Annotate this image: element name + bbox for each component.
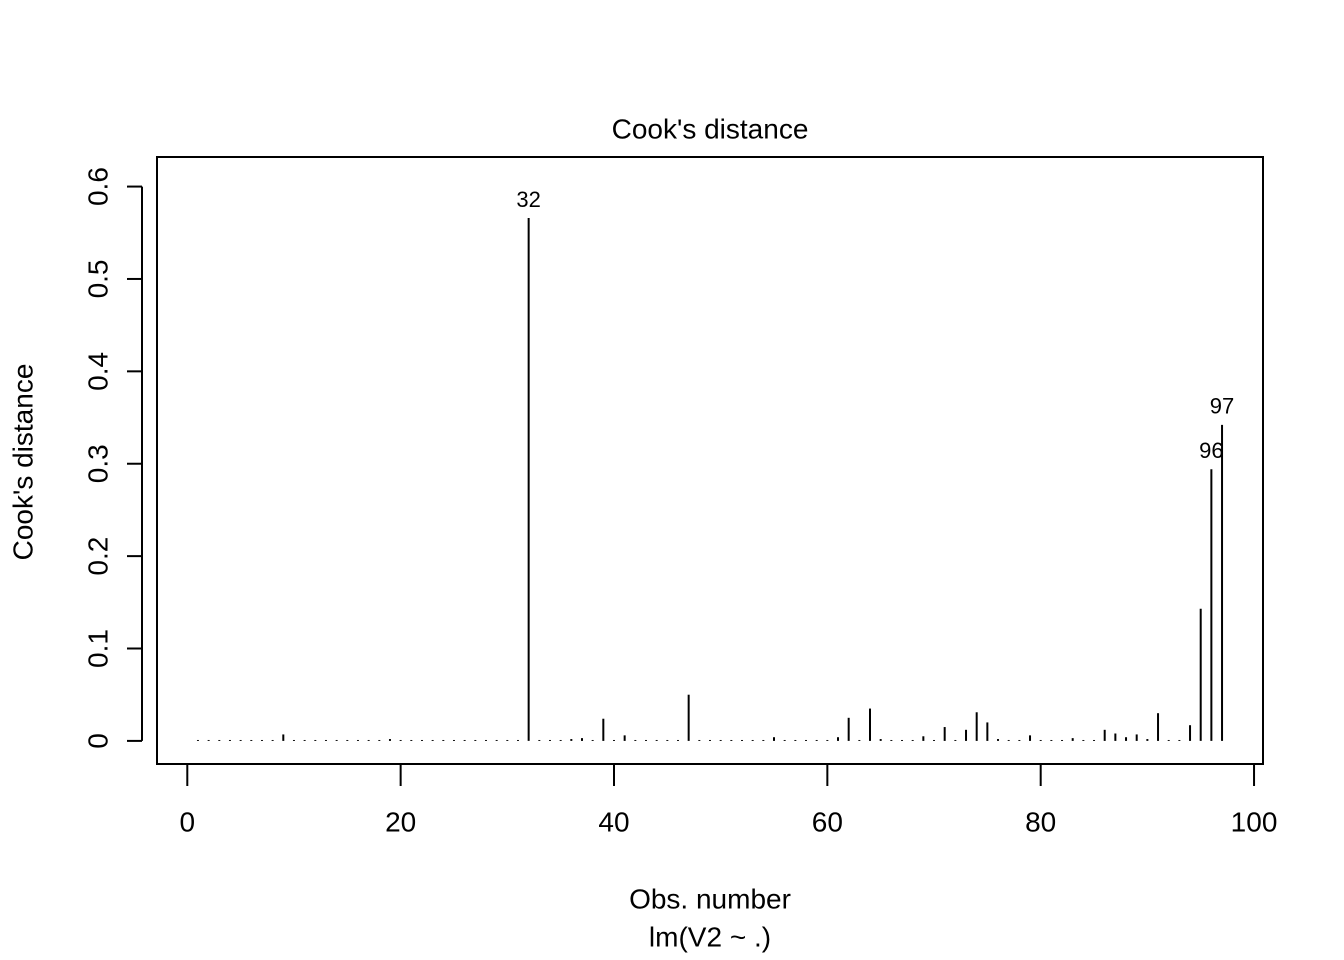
x-axis-label: Obs. number [629, 883, 791, 914]
y-tick-label: 0.1 [82, 629, 113, 668]
y-axis-label: Cook's distance [7, 364, 38, 561]
x-tick-label: 80 [1025, 806, 1056, 837]
point-label: 32 [516, 187, 540, 212]
x-tick-label: 40 [598, 806, 629, 837]
y-tick-label: 0.6 [82, 167, 113, 206]
point-label: 97 [1210, 394, 1234, 419]
chart-title: Cook's distance [612, 113, 809, 144]
x-tick-label: 60 [812, 806, 843, 837]
point-label: 96 [1199, 438, 1223, 463]
y-tick-label: 0.4 [82, 352, 113, 391]
y-tick-label: 0 [82, 733, 113, 749]
subtitle: lm(V2 ~ .) [649, 921, 771, 952]
x-tick-label: 0 [180, 806, 196, 837]
y-tick-label: 0.2 [82, 537, 113, 576]
x-tick-label: 100 [1231, 806, 1278, 837]
y-tick-label: 0.3 [82, 444, 113, 483]
plot-box [156, 156, 1264, 765]
y-tick-label: 0.5 [82, 259, 113, 298]
x-tick-label: 20 [385, 806, 416, 837]
